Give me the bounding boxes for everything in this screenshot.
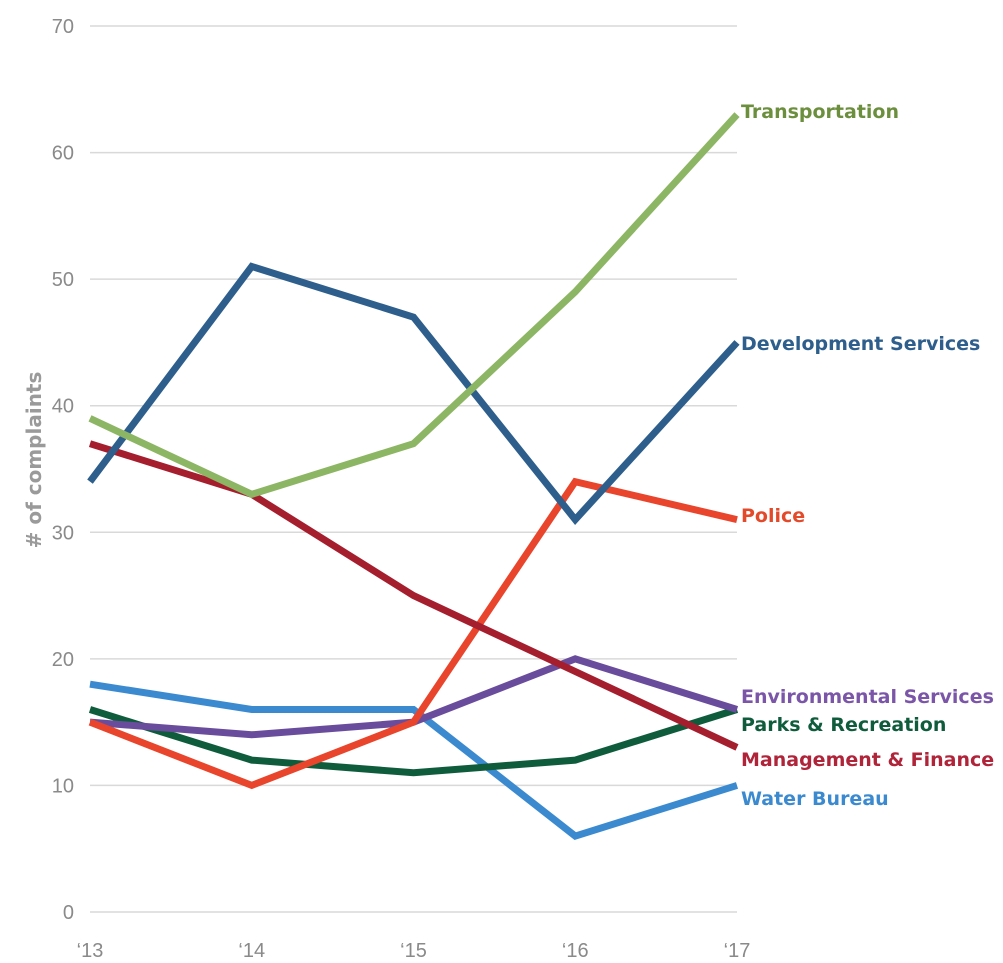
gridlines [90,26,737,912]
series-label: Management & Finance [741,749,994,771]
y-tick-label: 20 [52,649,74,671]
series-label: Transportation [741,101,899,123]
series-label: Water Bureau [741,788,889,810]
series-label: Development Services [741,333,980,355]
series-label: Environmental Services [741,686,994,708]
series-lines [90,115,737,836]
y-tick-label: 60 [52,143,74,165]
series-labels: Transportation Development Services Police… [741,101,994,810]
y-tick-label: 70 [52,16,74,38]
y-tick-label: 0 [63,902,74,924]
y-tick-label: 10 [52,775,74,797]
y-tick-label: 40 [52,396,74,418]
series-label: Police [741,505,805,527]
y-axis-ticks: 0 10 20 30 40 50 60 70 [52,16,74,924]
series-line-development-services [90,266,737,519]
x-tick-label: ‘14 [238,940,265,962]
x-tick-label: ‘17 [724,940,751,962]
y-tick-label: 50 [52,269,74,291]
x-tick-label: ‘13 [77,940,104,962]
x-tick-label: ‘16 [562,940,589,962]
y-axis-title: # of complaints [22,372,46,549]
y-tick-label: 30 [52,522,74,544]
series-line-transportation [90,115,737,495]
x-axis-ticks: ‘13 ‘14 ‘15 ‘16 ‘17 [77,940,751,962]
x-tick-label: ‘15 [400,940,427,962]
series-label: Parks & Recreation [741,714,946,736]
